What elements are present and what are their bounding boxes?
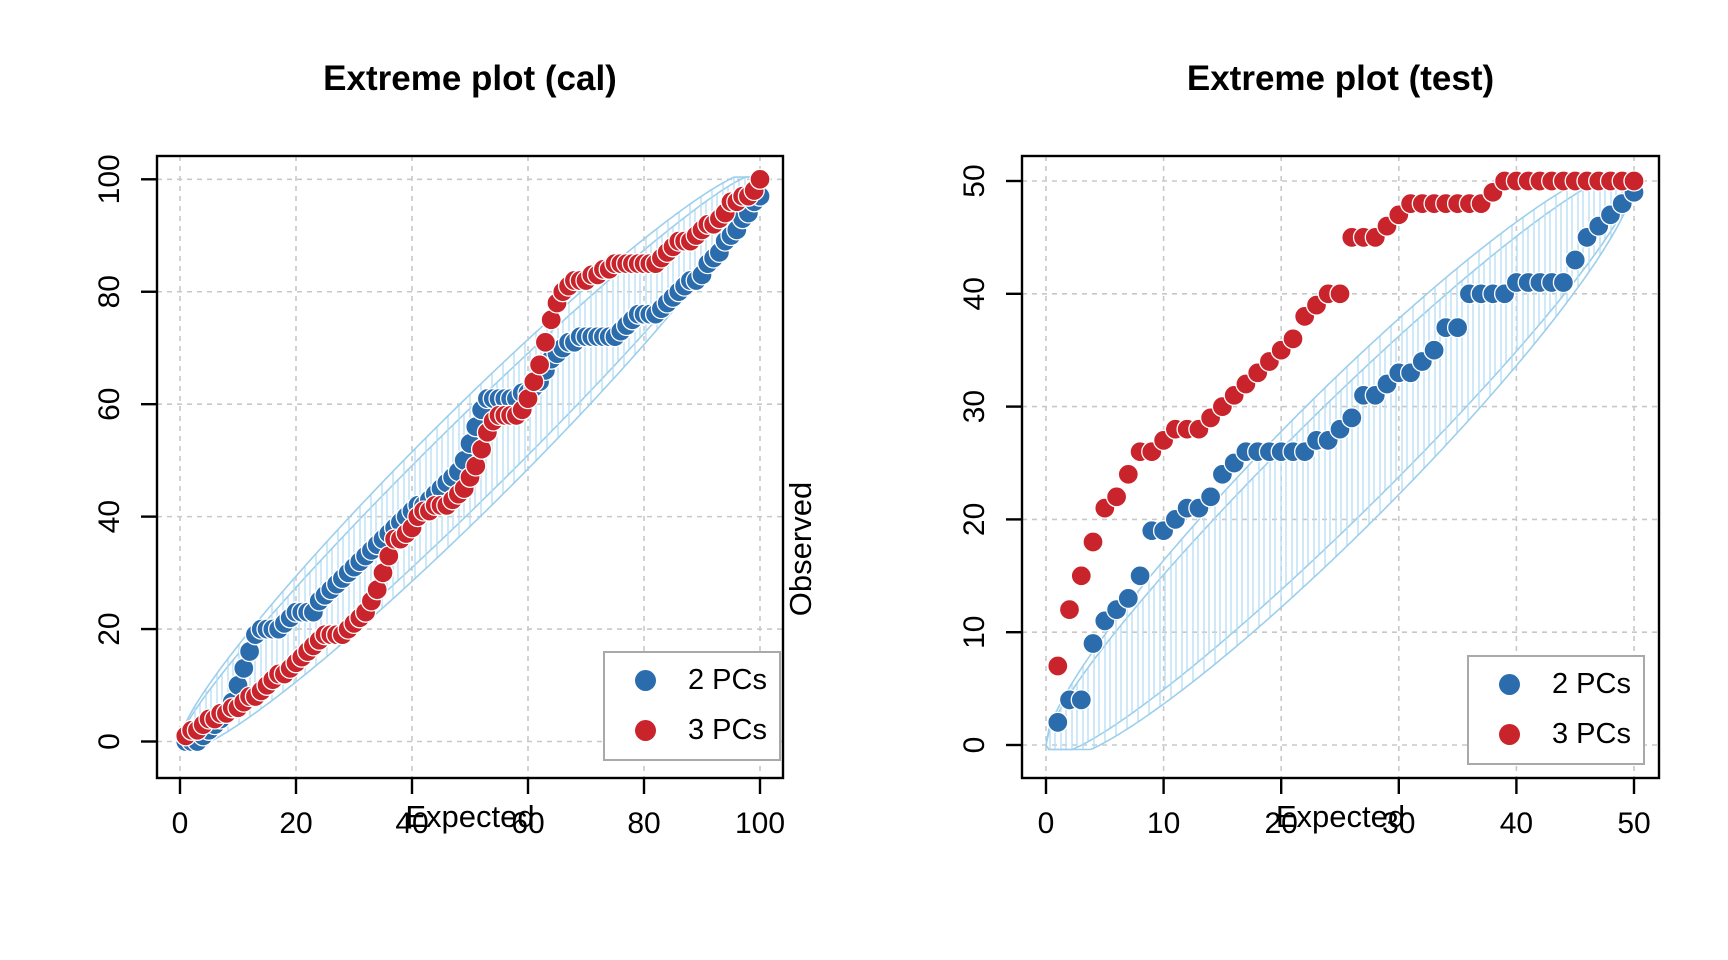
y-tick-label: 100 [93, 154, 126, 204]
data-point [1082, 531, 1104, 553]
legend-row: 3 PCs [1469, 712, 1643, 757]
plot-frame [1020, 154, 1661, 780]
data-point [1199, 486, 1222, 508]
data-point [1552, 271, 1575, 294]
legend-row: 3 PCs [605, 708, 779, 753]
data-point [1105, 486, 1128, 508]
x-tick-label: 30 [1382, 807, 1415, 840]
data-point [1329, 283, 1351, 305]
y-tick-label: 50 [958, 164, 991, 197]
x-axis-label-test: Expected [1275, 799, 1406, 834]
data-point [1058, 598, 1081, 621]
panel-title-cal: Extreme plot (cal) [323, 59, 617, 98]
y-axis-label-cal: Observed [0, 469, 118, 629]
data-point [1117, 463, 1139, 485]
y-tick-label: 60 [93, 388, 126, 421]
x-tick-label: 40 [395, 807, 428, 840]
panel-1: 0 10 20 30 40 50 0 10 20 30 40 50 [958, 154, 1661, 840]
data-point [534, 331, 557, 353]
data-point [1070, 689, 1092, 711]
data-point [1129, 565, 1151, 587]
y-tick-label: 0 [958, 737, 991, 754]
legend-label-3pcs: 3 PCs [1552, 718, 1631, 750]
legend-dot-blue-icon [635, 670, 656, 691]
legend-label-2pcs: 2 PCs [688, 664, 767, 696]
x-tick-label: 100 [735, 807, 785, 840]
legend-test: 2 PCs 3 PCs [1467, 655, 1645, 765]
series-3-pcs [175, 168, 771, 747]
data-point [1070, 565, 1092, 587]
series-2-pcs [1047, 181, 1645, 734]
data-point [1564, 249, 1586, 271]
x-tick-label: 10 [1147, 807, 1180, 840]
y-tick-label: 40 [958, 277, 991, 310]
x-axis-label-cal: Expected [405, 799, 535, 834]
legend-dot-red-icon [1499, 724, 1520, 745]
legend-cal: 2 PCs 3 PCs [603, 651, 781, 761]
legend-row: 2 PCs [1469, 662, 1643, 707]
x-tick-label: 20 [279, 807, 312, 840]
legend-dot-red-icon [635, 720, 656, 741]
y-tick-label: 20 [958, 503, 991, 536]
y-tick-label: 80 [93, 275, 126, 308]
legend-dot-blue-icon [1499, 674, 1520, 695]
data-point [528, 354, 551, 376]
panel-0: 0 20 40 60 80 100 0 20 40 60 80 100 [93, 154, 785, 840]
data-point [1282, 328, 1304, 350]
x-tick-label: 40 [1500, 807, 1533, 840]
y-tick-label: 10 [958, 616, 991, 649]
x-tick-label: 50 [1617, 807, 1650, 840]
y-tick-label: 40 [93, 500, 126, 533]
y-tick-label: 20 [93, 612, 126, 645]
data-point [1047, 711, 1069, 734]
x-tick-label: 20 [1265, 807, 1298, 840]
legend-label-3pcs: 3 PCs [688, 714, 767, 746]
y-axis-label-test: Observed [783, 481, 818, 617]
x-tick-label: 60 [511, 807, 544, 840]
data-point [1117, 587, 1139, 610]
data-point [1341, 407, 1363, 429]
x-tick-label: 80 [627, 807, 660, 840]
data-point [1047, 655, 1069, 677]
y-tick-label: 0 [93, 733, 126, 750]
data-point [1623, 170, 1645, 192]
data-point [1082, 632, 1104, 655]
data-point [1446, 316, 1469, 339]
data-point [749, 168, 771, 190]
legend-row: 2 PCs [605, 658, 779, 703]
series-3-pcs [1047, 170, 1645, 677]
data-point [1423, 339, 1445, 361]
x-tick-label: 0 [172, 807, 189, 840]
x-tick-label: 0 [1038, 807, 1055, 840]
legend-label-2pcs: 2 PCs [1552, 668, 1631, 700]
panel-title-test: Extreme plot (test) [1186, 59, 1495, 98]
y-tick-label: 30 [958, 390, 991, 423]
plot-frame [155, 154, 785, 780]
